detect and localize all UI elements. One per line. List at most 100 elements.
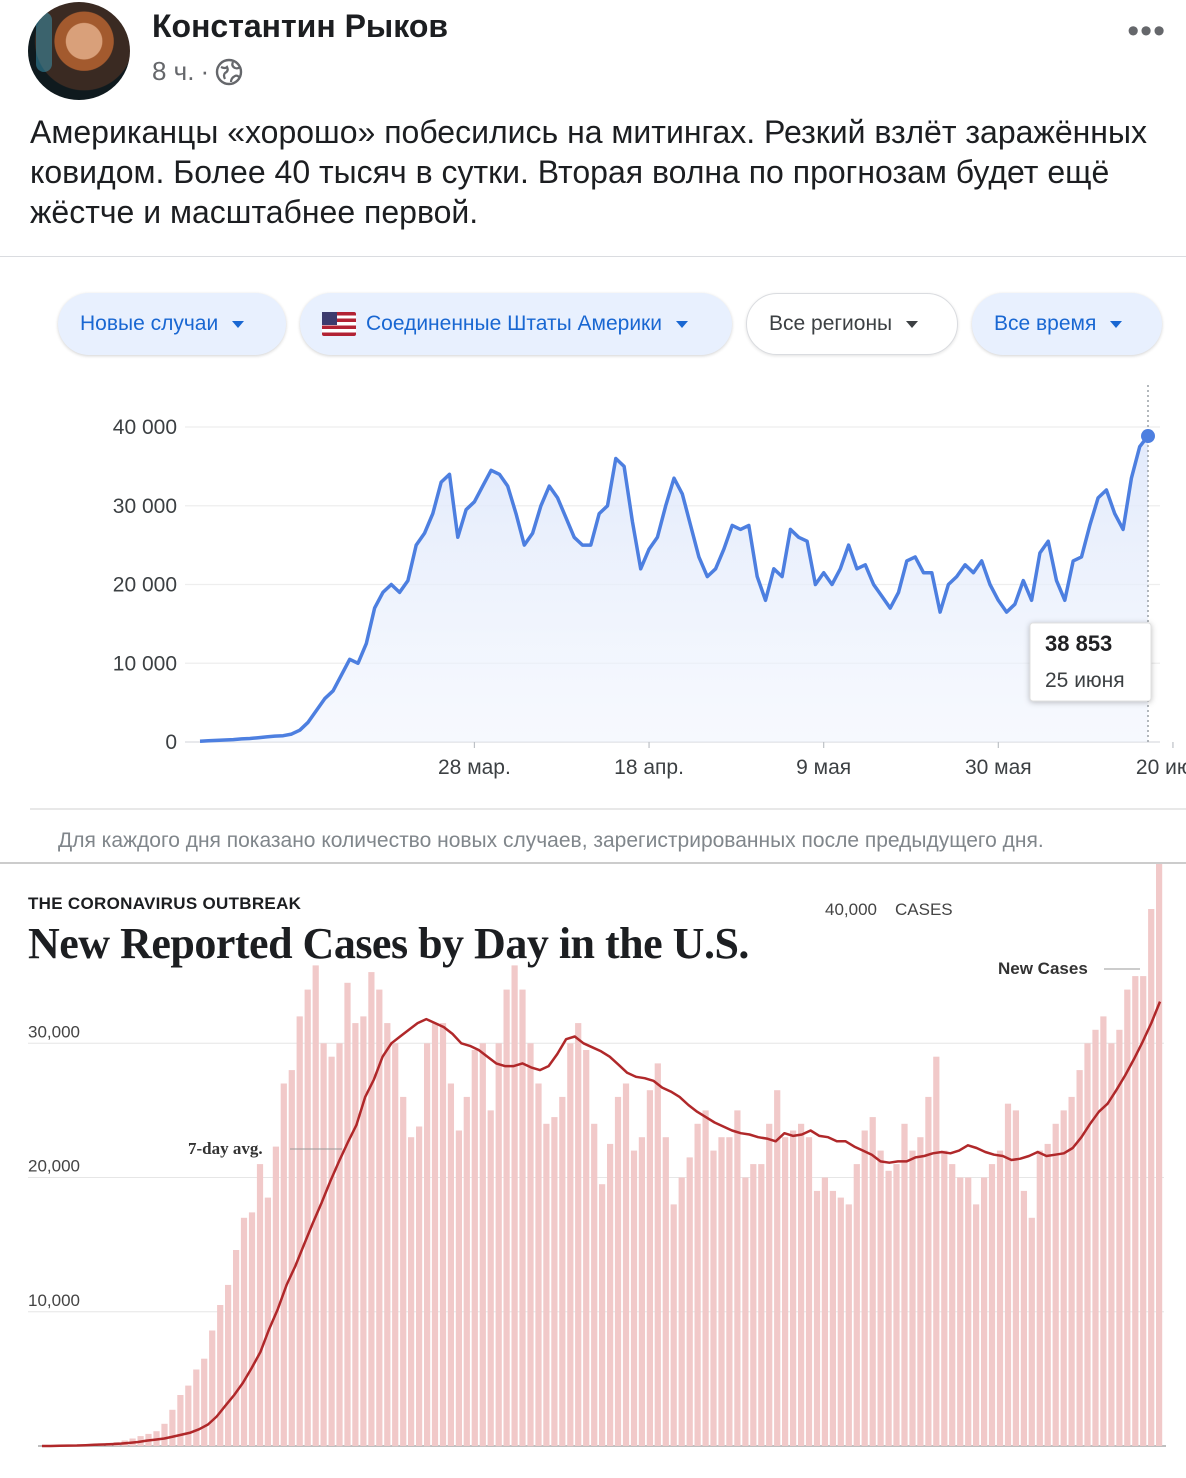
bar bbox=[193, 1370, 199, 1447]
bar bbox=[806, 1137, 812, 1446]
bar bbox=[750, 1164, 756, 1446]
y-tick-label: 30,000 bbox=[28, 1022, 80, 1041]
bar bbox=[583, 1050, 589, 1446]
bar bbox=[297, 1016, 303, 1446]
bar bbox=[758, 1164, 764, 1446]
avatar[interactable] bbox=[28, 2, 130, 100]
bar bbox=[1092, 1030, 1098, 1446]
bar bbox=[241, 1218, 247, 1446]
bar bbox=[408, 1137, 414, 1446]
bar bbox=[305, 990, 311, 1446]
bar bbox=[1045, 1144, 1051, 1446]
bar bbox=[480, 1043, 486, 1446]
bar bbox=[774, 1090, 780, 1446]
bar bbox=[599, 1184, 605, 1446]
y-tick-label: 20,000 bbox=[28, 1157, 80, 1176]
bar bbox=[591, 1124, 597, 1446]
bar bbox=[464, 1097, 470, 1446]
bar bbox=[456, 1131, 462, 1447]
bar bbox=[1100, 1016, 1106, 1446]
bar bbox=[169, 1410, 175, 1446]
bar bbox=[400, 1097, 406, 1446]
bar bbox=[933, 1057, 939, 1446]
author-name[interactable]: Константин Рыков bbox=[152, 8, 448, 45]
bar bbox=[519, 990, 525, 1446]
bar bbox=[177, 1395, 183, 1446]
bar bbox=[289, 1070, 295, 1446]
bar bbox=[360, 1016, 366, 1446]
bar bbox=[496, 1043, 502, 1446]
bar bbox=[790, 1131, 796, 1447]
y-tick-label: 30 000 bbox=[113, 495, 177, 518]
bar bbox=[726, 1137, 732, 1446]
bar bbox=[225, 1285, 231, 1446]
bar bbox=[973, 1204, 979, 1446]
post-meta: 8 ч. · bbox=[152, 56, 243, 87]
bar bbox=[329, 1057, 335, 1446]
bar bbox=[336, 1043, 342, 1446]
bar bbox=[671, 1204, 677, 1446]
bar bbox=[830, 1191, 836, 1446]
bar bbox=[488, 1110, 494, 1446]
bar bbox=[161, 1424, 167, 1446]
bar bbox=[623, 1084, 629, 1447]
bar bbox=[551, 1117, 557, 1446]
bar bbox=[1061, 1110, 1067, 1446]
bar bbox=[1108, 1043, 1114, 1446]
bar bbox=[607, 1144, 613, 1446]
bar bbox=[782, 1137, 788, 1446]
post-text: Американцы «хорошо» побесились на митинг… bbox=[30, 112, 1150, 232]
bar bbox=[1124, 990, 1130, 1446]
x-tick-label: 9 мая bbox=[796, 756, 851, 779]
bar bbox=[909, 1151, 915, 1446]
bar bbox=[575, 1023, 581, 1446]
bar bbox=[1116, 1030, 1122, 1446]
bar bbox=[695, 1124, 701, 1446]
bar bbox=[822, 1178, 828, 1447]
y-tick-label: 40 000 bbox=[113, 416, 177, 439]
bar bbox=[718, 1137, 724, 1446]
bar bbox=[185, 1386, 191, 1446]
tooltip: 38 853 25 июня bbox=[1030, 623, 1151, 701]
bar bbox=[631, 1151, 637, 1446]
bar bbox=[957, 1178, 963, 1447]
bar bbox=[233, 1250, 239, 1446]
bar bbox=[416, 1127, 422, 1447]
y-tick-label: 0 bbox=[165, 731, 177, 754]
bar bbox=[854, 1164, 860, 1446]
bar bbox=[997, 1151, 1003, 1446]
bar bbox=[798, 1124, 804, 1446]
meta-separator: · bbox=[200, 56, 209, 87]
bar bbox=[941, 1151, 947, 1446]
bar bbox=[424, 1043, 430, 1446]
post-header: Константин Рыков 8 ч. · ••• bbox=[0, 0, 1186, 110]
bar bbox=[734, 1110, 740, 1446]
nyt-chart-panel: THE CORONAVIRUS OUTBREAK New Reported Ca… bbox=[0, 862, 1186, 1478]
bar bbox=[384, 1023, 390, 1446]
bar bbox=[440, 1023, 446, 1446]
bar bbox=[535, 1084, 541, 1447]
bar bbox=[965, 1178, 971, 1447]
bar bbox=[567, 1043, 573, 1446]
bar bbox=[846, 1204, 852, 1446]
more-options-icon[interactable]: ••• bbox=[1127, 12, 1166, 51]
bar bbox=[703, 1110, 709, 1446]
bar bbox=[217, 1305, 223, 1446]
bar bbox=[615, 1097, 621, 1446]
bar bbox=[257, 1164, 263, 1446]
bar bbox=[1077, 1070, 1083, 1446]
bar bbox=[925, 1097, 931, 1446]
y-unit-label: CASES bbox=[895, 900, 953, 919]
tooltip-date: 25 июня bbox=[1045, 669, 1125, 692]
chart-footnote: Для каждого дня показано количество новы… bbox=[58, 829, 1044, 853]
hover-point[interactable] bbox=[1141, 429, 1155, 443]
bar bbox=[639, 1137, 645, 1446]
post-time[interactable]: 8 ч. bbox=[152, 56, 194, 87]
bar bbox=[647, 1090, 653, 1446]
bar bbox=[989, 1164, 995, 1446]
bar bbox=[679, 1178, 685, 1447]
bar bbox=[352, 1023, 358, 1446]
y-tick-label: 10,000 bbox=[28, 1291, 80, 1310]
